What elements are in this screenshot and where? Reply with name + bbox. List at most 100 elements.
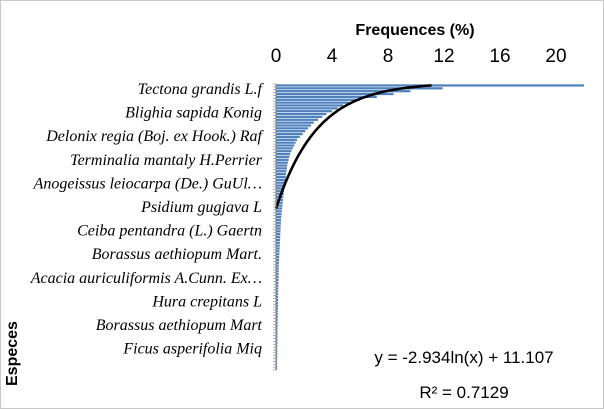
category-label: Terminalia mantaly H.Perrier (70, 152, 263, 169)
bar (276, 138, 297, 141)
bar (276, 215, 282, 219)
r-squared-label: R² = 0.7129 (419, 383, 508, 402)
bar (276, 278, 279, 282)
bar (276, 353, 278, 356)
x-tick-label: 16 (489, 46, 510, 67)
bar (276, 92, 394, 96)
bar (276, 224, 281, 227)
bar (276, 364, 278, 367)
bar (276, 244, 280, 247)
bar (276, 101, 349, 104)
bar (276, 167, 287, 170)
category-label: Ficus asperifolia Miq (122, 341, 262, 358)
bar (276, 115, 323, 119)
bar (276, 181, 286, 184)
y-axis-title: Especes (4, 321, 21, 386)
bar (276, 341, 278, 344)
bar (276, 221, 281, 224)
bar (276, 152, 290, 156)
trendline (274, 84, 432, 210)
bar (276, 295, 279, 299)
bar (276, 213, 282, 216)
x-tick-label: 4 (327, 46, 338, 67)
bar (276, 121, 314, 124)
bar (276, 170, 287, 173)
bar (276, 235, 281, 239)
bar (276, 281, 279, 284)
bar (276, 261, 279, 264)
bar (276, 253, 280, 256)
bar (276, 150, 292, 153)
bar (276, 187, 285, 190)
bar (276, 230, 281, 233)
bar (276, 132, 303, 136)
x-tick-label: 20 (545, 46, 566, 67)
bar (276, 327, 278, 330)
bar (276, 141, 296, 144)
bar (276, 178, 286, 181)
bar (276, 107, 338, 110)
category-label: Anogeissus leiocarpa (De.) GuUl… (33, 175, 262, 192)
bar (276, 204, 283, 207)
bar (276, 293, 279, 296)
bar (276, 124, 311, 127)
bar (276, 316, 278, 319)
bar (276, 155, 290, 159)
category-label: Hura crepitans L (151, 293, 262, 310)
bar (276, 238, 281, 242)
bar (276, 356, 278, 359)
bar (276, 130, 306, 133)
bar (276, 367, 278, 370)
bar (276, 361, 278, 364)
bar (276, 190, 285, 193)
bar (276, 324, 278, 327)
bar (276, 241, 280, 244)
bar (276, 298, 279, 302)
x-tick-label: 0 (271, 46, 282, 67)
bar (276, 290, 279, 293)
trendline-equation: y = -2.934ln(x) + 11.107 (374, 348, 553, 367)
category-label: Delonix regia (Boj. ex Hook.) Raf (45, 128, 264, 145)
bar (276, 350, 278, 353)
bar (276, 273, 279, 276)
bar (276, 233, 281, 236)
category-labels: Tectona grandis L.f Blighia sapida Konig D… (30, 81, 265, 358)
bar (276, 144, 295, 147)
bar (276, 210, 282, 213)
bar (276, 87, 443, 90)
category-label: Borassus aethiopum Mart. (92, 246, 262, 263)
bar (276, 110, 332, 113)
bar (276, 158, 289, 161)
bar (276, 304, 278, 307)
bar (276, 207, 283, 210)
bar (276, 275, 279, 279)
bar (276, 318, 278, 322)
bar (276, 250, 280, 253)
bar (276, 307, 278, 310)
category-label: Acacia auriculiformis A.Cunn. Ex… (30, 270, 262, 287)
bar (276, 330, 278, 333)
bar (276, 267, 279, 270)
bar (276, 258, 280, 262)
bar (276, 95, 377, 99)
bar (276, 270, 279, 273)
bar (276, 147, 293, 150)
category-label: Borassus aethiopum Mart (96, 317, 263, 334)
category-label: Psidium gugjava L (140, 199, 262, 216)
bar (276, 118, 318, 121)
bar (276, 112, 327, 116)
bar (276, 175, 286, 179)
category-label: Tectona grandis L.f (138, 81, 265, 98)
bar (276, 90, 411, 93)
bar (276, 161, 288, 164)
bar (276, 287, 279, 290)
bar (276, 164, 288, 167)
bar (276, 255, 280, 259)
bar (276, 184, 285, 187)
bar (276, 218, 282, 221)
bar (276, 301, 278, 304)
bar (276, 313, 278, 316)
bar (276, 227, 281, 230)
